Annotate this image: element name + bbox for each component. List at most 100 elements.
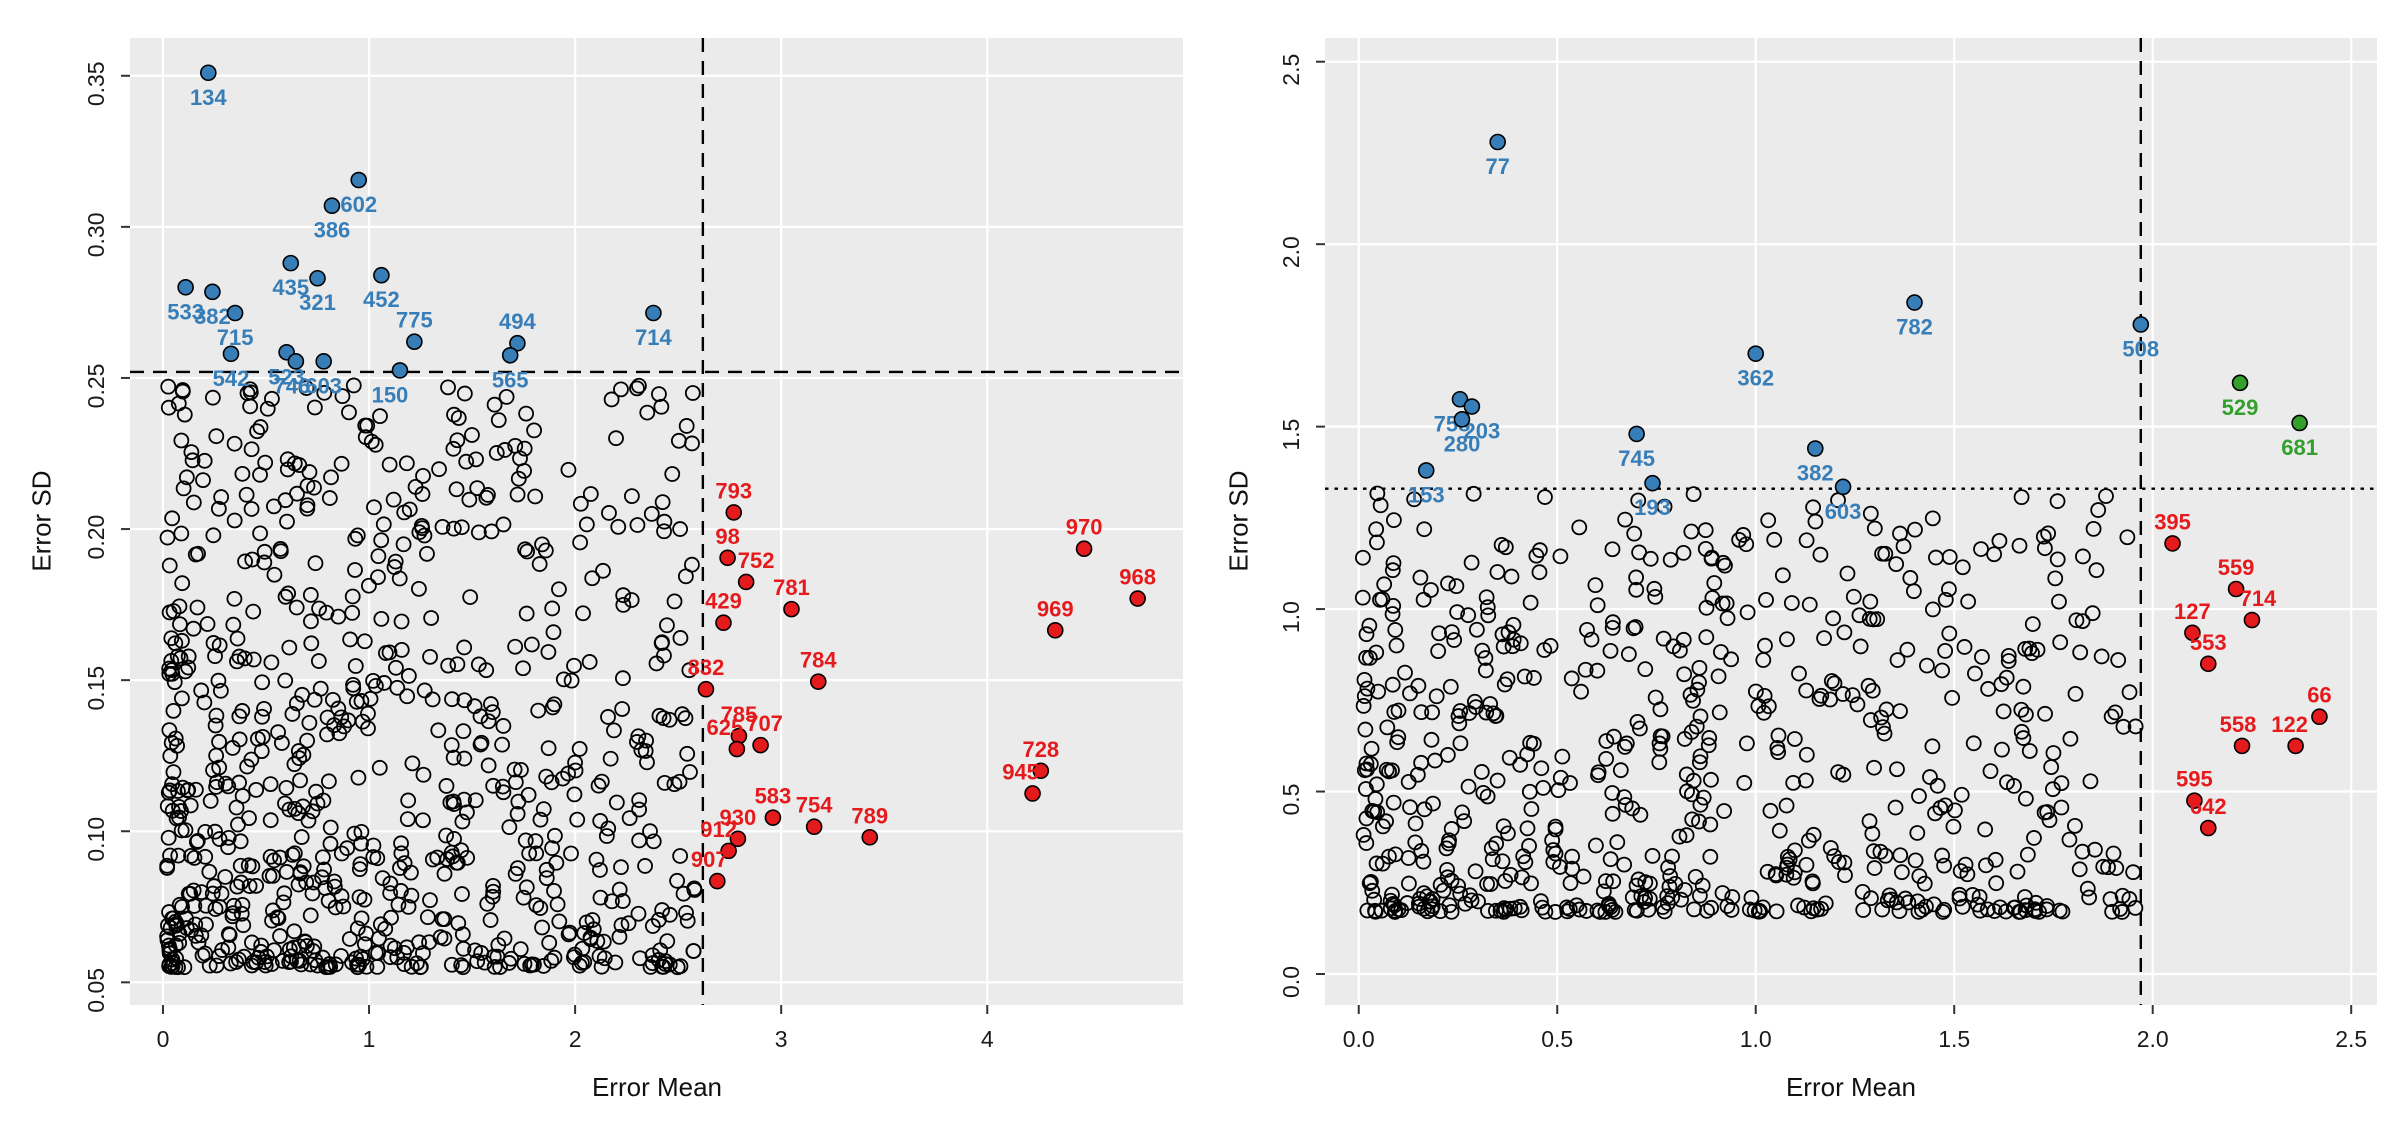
background-point [1589, 662, 1606, 679]
background-point [353, 693, 370, 709]
background-point [598, 828, 615, 844]
background-point [220, 829, 237, 846]
background-point [217, 869, 234, 885]
background-point [1747, 683, 1764, 700]
background-point [519, 543, 536, 560]
background-point [1781, 851, 1798, 868]
background-point [1937, 642, 1954, 659]
background-point [2067, 685, 2084, 702]
background-point [1971, 888, 1988, 905]
point-label: 362 [1737, 366, 1774, 391]
labeled-data-point [2311, 708, 2328, 726]
background-point [211, 831, 228, 847]
background-point [333, 709, 350, 726]
background-point [383, 909, 399, 926]
background-point [1723, 651, 1739, 668]
background-point [174, 382, 191, 398]
point-label: 970 [1066, 515, 1103, 540]
background-point [399, 811, 416, 828]
background-point [186, 850, 203, 866]
background-point [1862, 593, 1879, 610]
background-point [592, 862, 608, 878]
background-point [547, 827, 563, 844]
background-point [527, 488, 544, 505]
background-point [194, 947, 211, 964]
background-point [351, 861, 368, 878]
background-point [478, 662, 495, 679]
background-point [1598, 873, 1614, 890]
x-tick-label: 2.0 [2137, 1026, 2169, 1052]
background-point [1488, 835, 1505, 852]
labeled-data-point [805, 818, 823, 836]
background-point [631, 377, 647, 394]
background-point [629, 517, 646, 533]
background-point [614, 701, 631, 717]
point-label: 98 [715, 524, 739, 549]
y-tick-label: 1.5 [1278, 419, 1304, 451]
background-point [333, 845, 350, 862]
background-point [204, 885, 221, 902]
y-tick-label: 0.0 [1278, 966, 1304, 998]
background-point [1385, 794, 1402, 811]
background-point [1941, 581, 1957, 598]
background-point [315, 849, 331, 866]
background-point [1702, 816, 1719, 833]
background-point [585, 921, 602, 938]
background-point [424, 851, 441, 868]
background-point [262, 776, 279, 793]
background-point [454, 926, 471, 943]
background-point [444, 691, 460, 708]
background-point [1368, 855, 1385, 872]
background-point [416, 682, 433, 699]
labeled-data-point [861, 828, 879, 846]
background-point [286, 455, 303, 472]
background-point [2054, 903, 2071, 920]
background-point [275, 894, 292, 911]
background-point [1767, 866, 1784, 883]
x-tick-label: 2 [569, 1026, 582, 1052]
background-point [1849, 696, 1866, 713]
background-point [1875, 719, 1891, 736]
labeled-data-point [509, 334, 526, 352]
background-point [165, 702, 182, 719]
labeled-data-point [2132, 316, 2150, 333]
background-point [252, 525, 268, 542]
background-point [281, 941, 298, 958]
background-point [245, 651, 262, 668]
background-point [1489, 772, 1506, 789]
background-point [171, 934, 188, 951]
background-point [1662, 868, 1679, 884]
labeled-data-point [2231, 374, 2249, 392]
background-point [220, 839, 237, 856]
background-point [198, 916, 214, 933]
background-point [1750, 698, 1767, 714]
background-point [1798, 682, 1815, 699]
background-point [483, 696, 499, 712]
background-point [1587, 577, 1604, 594]
point-label: 907 [691, 847, 728, 872]
background-point [1864, 682, 1881, 699]
point-label: 602 [340, 192, 377, 217]
background-point [456, 791, 472, 808]
background-point [1602, 851, 1619, 868]
background-point [1579, 621, 1595, 638]
background-point [582, 486, 599, 502]
background-point [272, 928, 288, 944]
background-point [263, 956, 280, 972]
background-point [2011, 537, 2028, 554]
background-point [1496, 900, 1513, 917]
background-point [224, 908, 241, 925]
point-label: 707 [746, 711, 783, 736]
labeled-data-point [222, 345, 240, 363]
background-point [1379, 719, 1396, 736]
background-point [1374, 855, 1391, 872]
y-tick-label: 0.05 [83, 968, 109, 1013]
labeled-data-point [729, 830, 747, 848]
background-point [167, 730, 184, 747]
background-point [1688, 718, 1705, 735]
background-point [1387, 622, 1404, 638]
background-point [2009, 863, 2026, 880]
background-point [1654, 728, 1671, 745]
background-point [367, 677, 384, 694]
background-point [2043, 759, 2060, 776]
